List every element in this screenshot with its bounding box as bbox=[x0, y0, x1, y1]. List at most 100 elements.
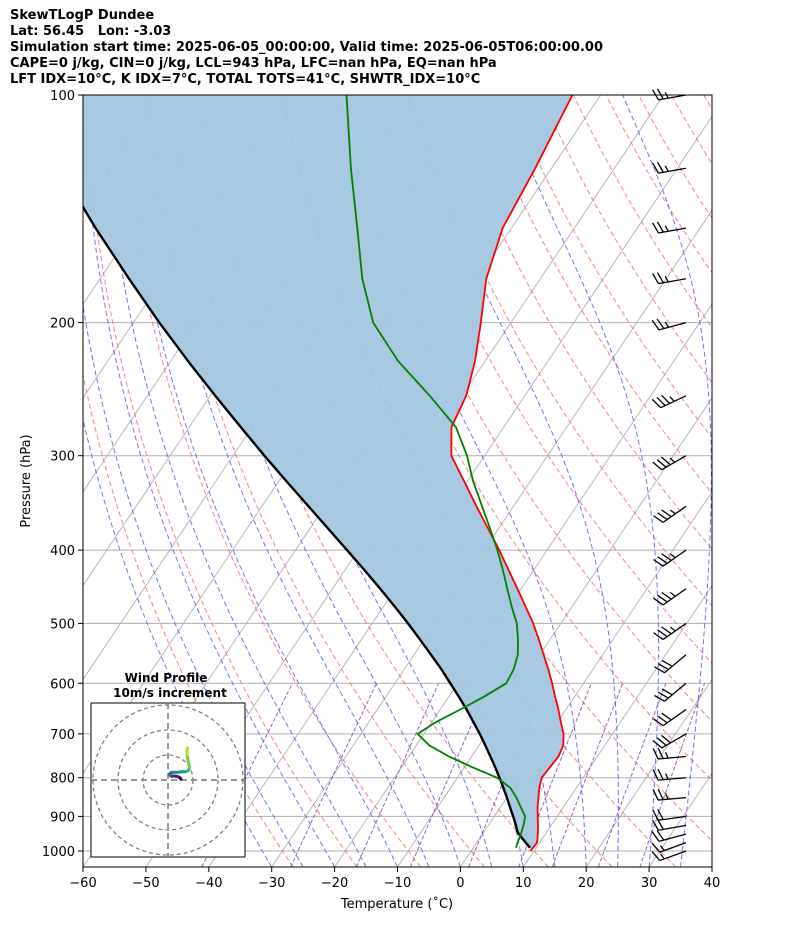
wind-barb bbox=[652, 788, 687, 801]
wind-barb-flag bbox=[656, 88, 664, 100]
wind-barb-flag bbox=[656, 830, 665, 841]
wind-barb-flag bbox=[652, 789, 659, 801]
x-tick-label: −60 bbox=[69, 876, 96, 891]
mixing-ratio-line bbox=[639, 683, 706, 867]
wind-barb bbox=[653, 505, 687, 523]
wind-barb-half-flag bbox=[659, 853, 665, 860]
wind-barb bbox=[654, 682, 687, 702]
wind-barb-flag bbox=[653, 597, 664, 606]
simulation-time-line: Simulation start time: 2025-06-05_00:00:… bbox=[10, 40, 603, 55]
axes: −60 −50 −40 −30 −20 −10 0 10 20 30 40 100 200 300 400 5… bbox=[42, 89, 720, 891]
moist-adiabat bbox=[711, 863, 712, 867]
hodograph-segment bbox=[185, 746, 189, 754]
x-axis-label: Temperature (˚C) bbox=[340, 896, 453, 912]
mixing-ratio-line bbox=[551, 683, 624, 867]
parcel-profile-line bbox=[83, 204, 531, 849]
isotherm bbox=[271, 209, 712, 867]
wind-barb-flag bbox=[656, 318, 665, 329]
wind-barb-flag bbox=[657, 691, 669, 699]
wind-barb-flag bbox=[653, 558, 664, 567]
wind-barb-flag bbox=[657, 808, 664, 820]
hodograph-title: Wind Profile bbox=[125, 671, 208, 685]
x-tick-label: 0 bbox=[456, 876, 464, 891]
dewpoint-line bbox=[345, 95, 527, 848]
wind-barb-flag bbox=[661, 688, 673, 696]
wind-barb-flag bbox=[652, 739, 663, 749]
wind-barb-flag bbox=[657, 788, 664, 800]
wind-barbs bbox=[651, 88, 687, 862]
moist-adiabat bbox=[101, 95, 367, 867]
moist-adiabat bbox=[172, 95, 461, 867]
wind-barb-flag bbox=[651, 319, 660, 331]
wind-barb-flag bbox=[651, 831, 660, 842]
y-tick-label: 900 bbox=[50, 810, 75, 825]
dry-adiabat bbox=[410, 95, 712, 607]
wind-barb-flag bbox=[653, 515, 664, 523]
wind-barb bbox=[652, 161, 687, 174]
wind-barb-flag bbox=[661, 509, 672, 518]
wind-barb bbox=[652, 768, 687, 781]
isotherm bbox=[585, 678, 712, 867]
wind-barb bbox=[653, 622, 687, 641]
mixing-ratio-line bbox=[290, 683, 377, 867]
y-tick-label: 700 bbox=[50, 728, 75, 743]
wind-barb-flag bbox=[657, 715, 668, 724]
dry-adiabat bbox=[769, 95, 794, 867]
wind-barb-flag bbox=[654, 666, 665, 674]
wind-barb bbox=[652, 747, 687, 760]
wind-barb-flag bbox=[653, 718, 664, 727]
wind-barb-flag bbox=[651, 842, 661, 853]
wind-barb-flag bbox=[652, 461, 663, 471]
wind-barb-flag bbox=[652, 273, 659, 284]
wind-barb-flag bbox=[657, 556, 668, 564]
mixing-ratio-line bbox=[597, 683, 667, 867]
wind-barb-half-flag bbox=[664, 165, 669, 172]
y-tick-label: 300 bbox=[50, 450, 75, 465]
wind-barb-flag bbox=[660, 394, 671, 404]
wind-barb-flag bbox=[657, 594, 668, 603]
moist-adiabat bbox=[744, 95, 794, 867]
wind-barb-flag bbox=[652, 809, 659, 821]
wind-barb bbox=[652, 272, 687, 285]
cape-indices-line: CAPE=0 j/kg, CIN=0 j/kg, LCL=943 hPa, LF… bbox=[10, 56, 497, 71]
x-tick-label: −20 bbox=[321, 876, 348, 891]
wind-barb bbox=[653, 549, 687, 567]
stability-indices-line: LFT IDX=10°C, K IDX=7°C, TOTAL TOTS=41°C… bbox=[10, 72, 481, 87]
wind-barb-flag bbox=[656, 459, 667, 468]
wind-barb-flag bbox=[657, 512, 668, 521]
moist-adiabat bbox=[122, 95, 398, 867]
wind-barb bbox=[651, 318, 687, 331]
x-tick-label: 40 bbox=[704, 876, 721, 891]
wind-barb bbox=[653, 709, 687, 727]
wind-barb-half-flag bbox=[669, 591, 676, 597]
dry-adiabat bbox=[83, 372, 294, 867]
dry-adiabat bbox=[149, 95, 485, 867]
dry-adiabat bbox=[703, 95, 712, 110]
dry-adiabat bbox=[442, 95, 712, 550]
y-tick-label: 100 bbox=[50, 89, 75, 104]
dry-adiabat bbox=[344, 95, 712, 723]
y-axis-label: Pressure (hPa) bbox=[19, 434, 34, 527]
wind-barb-half-flag bbox=[669, 457, 676, 463]
isotherm bbox=[522, 584, 712, 867]
temperature-line bbox=[450, 95, 574, 852]
hodograph-plot bbox=[91, 703, 245, 857]
y-tick-label: 600 bbox=[50, 677, 75, 692]
wind-barb bbox=[652, 733, 687, 749]
y-tick-label: 800 bbox=[50, 772, 75, 787]
wind-barb-flag bbox=[661, 659, 673, 667]
wind-barb-flag bbox=[656, 396, 666, 407]
y-tick-label: 400 bbox=[50, 544, 75, 559]
wind-barb-half-flag bbox=[664, 275, 669, 283]
wind-barb-flag bbox=[661, 591, 672, 600]
chart-header: SkewTLogP Dundee Lat: 56.45 Lon: -3.03 S… bbox=[10, 8, 603, 88]
dry-adiabat bbox=[475, 95, 712, 494]
wind-barb-flag bbox=[657, 663, 669, 671]
wind-barb bbox=[654, 654, 687, 674]
wind-barb-half-flag bbox=[669, 626, 676, 632]
x-tick-label: −30 bbox=[258, 876, 285, 891]
wind-barb-flag bbox=[661, 734, 671, 744]
x-tick-label: 30 bbox=[641, 876, 658, 891]
wind-barb-flag bbox=[652, 819, 659, 831]
wind-barb-flag bbox=[652, 222, 659, 234]
